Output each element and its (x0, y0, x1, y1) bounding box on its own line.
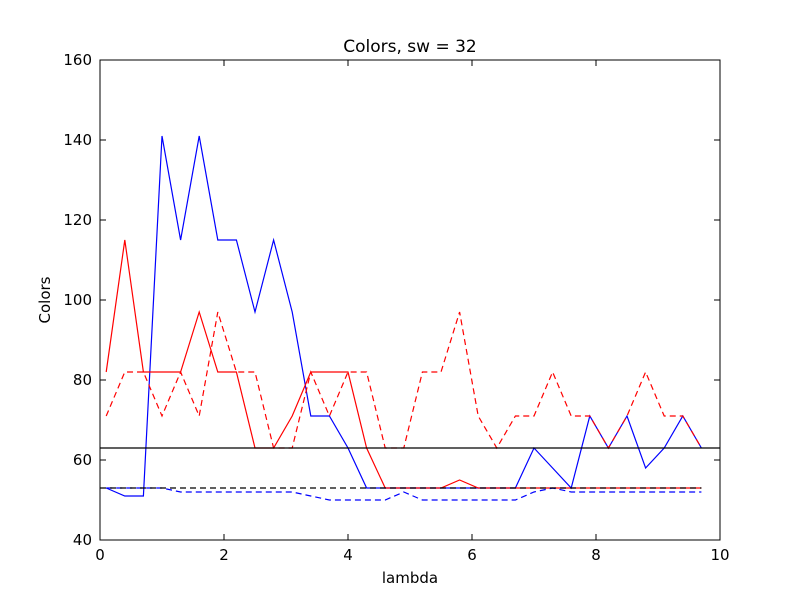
series-line-2 (105, 311, 702, 450)
chart-title: Colors, sw = 32 (343, 37, 477, 57)
y-tick-label: 120 (63, 211, 92, 229)
x-tick-label: 10 (710, 546, 729, 564)
x-tick-label: 6 (467, 546, 477, 564)
tick-layer: 0 2 4 6 8 10 40 60 80 100 120 140 160 (63, 51, 729, 564)
y-axis-label: Colors (36, 276, 54, 323)
x-axis-label: lambda (382, 569, 438, 587)
y-tick-label: 160 (63, 51, 92, 69)
series-line-3 (106, 487, 702, 501)
x-tick-label: 0 (95, 546, 105, 564)
series-line-1 (105, 239, 702, 489)
x-tick-label: 4 (343, 546, 353, 564)
y-tick-label: 100 (63, 291, 92, 309)
y-tick-label: 140 (63, 131, 92, 149)
y-tick-label: 60 (73, 451, 92, 469)
y-tick-label: 80 (73, 371, 92, 389)
series-line-0 (105, 135, 702, 497)
plot-frame (99, 59, 721, 541)
series-layer (100, 135, 720, 501)
x-tick-label: 2 (219, 546, 229, 564)
x-tick-label: 8 (591, 546, 601, 564)
y-tick-label: 40 (73, 531, 92, 549)
